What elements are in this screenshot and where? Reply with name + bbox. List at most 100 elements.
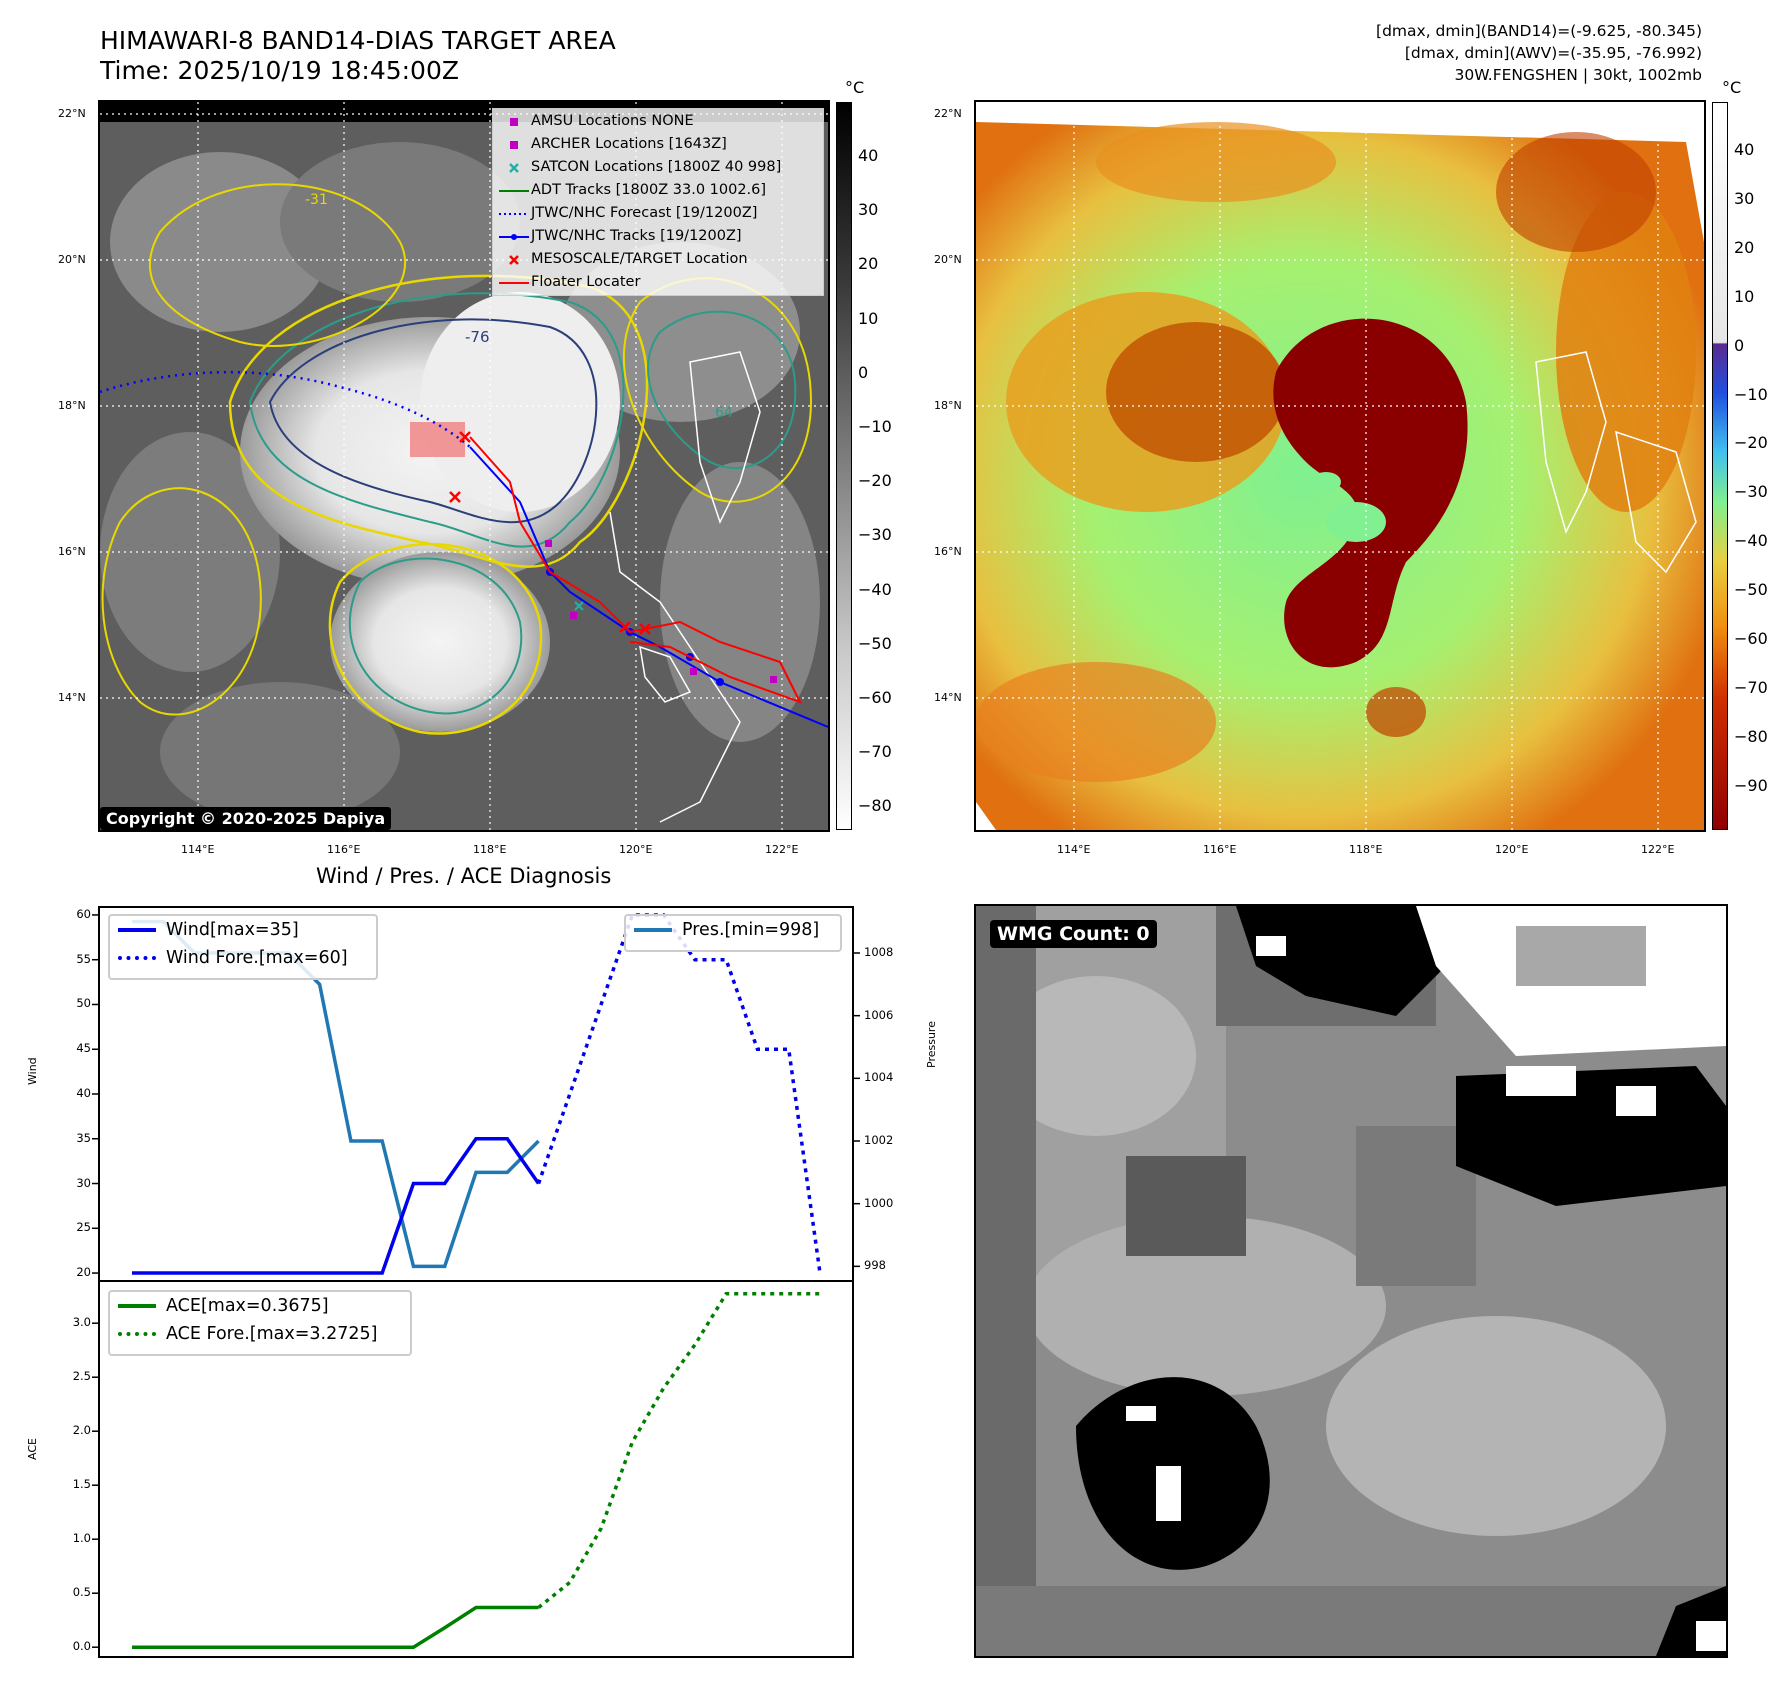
ace-fore-legend-label: ACE Fore.[max=3.2725] bbox=[166, 1324, 378, 1344]
legend-symbol-icon bbox=[497, 116, 531, 128]
legend-symbol-icon bbox=[497, 254, 531, 266]
track-legend-item: ADT Tracks [1800Z 33.0 1002.6] bbox=[497, 179, 819, 202]
ace-tick-label: 0.5 bbox=[72, 1585, 91, 1600]
right-colorbar-tick: 30 bbox=[1734, 188, 1755, 208]
wind-fore-legend-label: Wind Fore.[max=60] bbox=[166, 948, 348, 968]
left-colorbar bbox=[836, 102, 852, 830]
right-colorbar-tick: −10 bbox=[1734, 384, 1768, 404]
awv-lat-label-14: 14°N bbox=[934, 691, 962, 704]
track-legend-item: ARCHER Locations [1643Z] bbox=[497, 133, 819, 156]
right-colorbar-tick: −90 bbox=[1734, 775, 1768, 795]
diagnosis-title: Wind / Pres. / ACE Diagnosis bbox=[316, 864, 612, 888]
wmg-panel: WMG Count: 0 bbox=[974, 904, 1728, 1658]
left-colorbar-tick: 30 bbox=[858, 200, 879, 220]
ace-tick-label: 2.5 bbox=[72, 1369, 91, 1384]
pressure-tick-label: 1004 bbox=[864, 1070, 894, 1085]
ace-tick-label: 0.0 bbox=[72, 1639, 91, 1654]
awv-lat-label-16: 16°N bbox=[934, 545, 962, 558]
lat-label-14: 14°N bbox=[58, 691, 86, 704]
wind-legend-label: Wind[max=35] bbox=[166, 920, 299, 940]
wind-tick-label: 50 bbox=[76, 996, 91, 1011]
wind-tick-label: 60 bbox=[76, 906, 91, 921]
legend-symbol-icon bbox=[497, 277, 531, 289]
right-colorbar-tick: −30 bbox=[1734, 482, 1768, 502]
right-colorbar-tick: 20 bbox=[1734, 237, 1755, 257]
right-colorbar-tick: −50 bbox=[1734, 580, 1768, 600]
legend-symbol-icon bbox=[497, 208, 531, 220]
track-legend-item: JTWC/NHC Tracks [19/1200Z] bbox=[497, 225, 819, 248]
info-awv: [dmax, dmin](AWV)=(-35.95, -76.992) bbox=[1404, 44, 1702, 62]
figure-time: Time: 2025/10/19 18:45:00Z bbox=[100, 56, 459, 85]
left-colorbar-tick: 20 bbox=[858, 254, 879, 274]
ace-tick-label: 3.0 bbox=[72, 1315, 91, 1330]
ace-legend: ACE[max=0.3675] ACE Fore.[max=3.2725] bbox=[108, 1290, 412, 1356]
legend-symbol-icon bbox=[497, 162, 531, 174]
awv-lon-label-122: 122°E bbox=[1641, 843, 1675, 856]
track-legend-label: ARCHER Locations [1643Z] bbox=[531, 136, 727, 152]
info-storm: 30W.FENGSHEN | 30kt, 1002mb bbox=[1454, 66, 1703, 84]
awv-lon-label-116: 116°E bbox=[1203, 843, 1237, 856]
ace-tick-label: 1.5 bbox=[72, 1477, 91, 1492]
lat-label-18: 18°N bbox=[58, 399, 86, 412]
track-legend-item: Floater Locater bbox=[497, 271, 819, 294]
pres-legend-label: Pres.[min=998] bbox=[682, 920, 820, 940]
awv-lon-label-114: 114°E bbox=[1057, 843, 1091, 856]
contour-label-1: -31 bbox=[305, 192, 328, 208]
legend-symbol-icon bbox=[497, 185, 531, 197]
track-legend-label: SATCON Locations [1800Z 40 998] bbox=[531, 159, 782, 175]
contour-label-2: -76 bbox=[465, 328, 490, 346]
ace-forecast-series-line bbox=[537, 1292, 820, 1609]
ace-fore-legend-swatch bbox=[118, 1332, 156, 1336]
ace-series-line bbox=[132, 1605, 539, 1649]
awv-lon-label-118: 118°E bbox=[1349, 843, 1383, 856]
lon-label-120: 120°E bbox=[619, 843, 653, 856]
left-colorbar-tick: −70 bbox=[858, 742, 892, 762]
info-band14: [dmax, dmin](BAND14)=(-9.625, -80.345) bbox=[1376, 22, 1702, 40]
right-colorbar-tick: 10 bbox=[1734, 286, 1755, 306]
right-colorbar-tick: −80 bbox=[1734, 726, 1768, 746]
wind-tick-label: 55 bbox=[76, 951, 91, 966]
right-colorbar-tick: −60 bbox=[1734, 629, 1768, 648]
ace-legend-swatch bbox=[118, 1304, 156, 1308]
left-colorbar-tick: −60 bbox=[858, 688, 892, 707]
awv-lat-label-20: 20°N bbox=[934, 253, 962, 266]
right-colorbar-tick: −70 bbox=[1734, 677, 1768, 697]
awv-map-image bbox=[976, 102, 1704, 830]
track-legend-label: JTWC/NHC Forecast [19/1200Z] bbox=[531, 205, 758, 221]
lon-label-116: 116°E bbox=[327, 843, 361, 856]
left-colorbar-tick: −20 bbox=[858, 471, 892, 491]
pressure-tick-label: 1008 bbox=[864, 945, 894, 959]
left-colorbar-tick: −80 bbox=[858, 796, 892, 816]
awv-lat-label-22: 22°N bbox=[934, 107, 962, 120]
wind-tick-label: 25 bbox=[76, 1220, 91, 1235]
track-legend-label: JTWC/NHC Tracks [19/1200Z] bbox=[531, 228, 742, 244]
lat-label-22: 22°N bbox=[58, 107, 86, 120]
wind-tick-label: 35 bbox=[76, 1130, 91, 1145]
left-colorbar-tick: 0 bbox=[858, 362, 869, 382]
ace-legend-label: ACE[max=0.3675] bbox=[166, 1296, 329, 1316]
left-colorbar-tick: −50 bbox=[858, 633, 892, 653]
legend-symbol-icon bbox=[497, 231, 531, 243]
track-legend-label: AMSU Locations NONE bbox=[531, 113, 694, 129]
awv-lon-label-120: 120°E bbox=[1495, 843, 1529, 856]
track-legend-label: ADT Tracks [1800Z 33.0 1002.6] bbox=[531, 182, 767, 198]
pressure-tick-label: 1002 bbox=[864, 1133, 894, 1147]
lon-label-114: 114°E bbox=[181, 843, 215, 856]
wmg-image bbox=[976, 906, 1726, 1656]
ir-map-panel: -31 -76 64 AMSU Locations NONE ARCHER Loc… bbox=[98, 100, 830, 832]
pres-legend-swatch bbox=[634, 928, 672, 932]
awv-map-panel bbox=[974, 100, 1706, 832]
pressure-axis-label: Pressure bbox=[925, 1021, 938, 1068]
right-colorbar-tick: −20 bbox=[1734, 433, 1768, 453]
ace-tick-label: 1.0 bbox=[72, 1531, 91, 1546]
right-colorbar bbox=[1712, 102, 1728, 830]
track-legend-item: JTWC/NHC Forecast [19/1200Z] bbox=[497, 202, 819, 225]
left-colorbar-tick: −10 bbox=[858, 417, 892, 436]
track-legend-item: AMSU Locations NONE bbox=[497, 110, 819, 133]
right-colorbar-tick: 40 bbox=[1734, 140, 1755, 159]
wind-fore-legend-swatch bbox=[118, 956, 156, 960]
pressure-tick-label: 1000 bbox=[864, 1195, 894, 1210]
left-colorbar-unit: °C bbox=[845, 78, 865, 97]
wind-forecast-series-line bbox=[536, 913, 822, 1274]
lat-label-20: 20°N bbox=[58, 253, 86, 266]
